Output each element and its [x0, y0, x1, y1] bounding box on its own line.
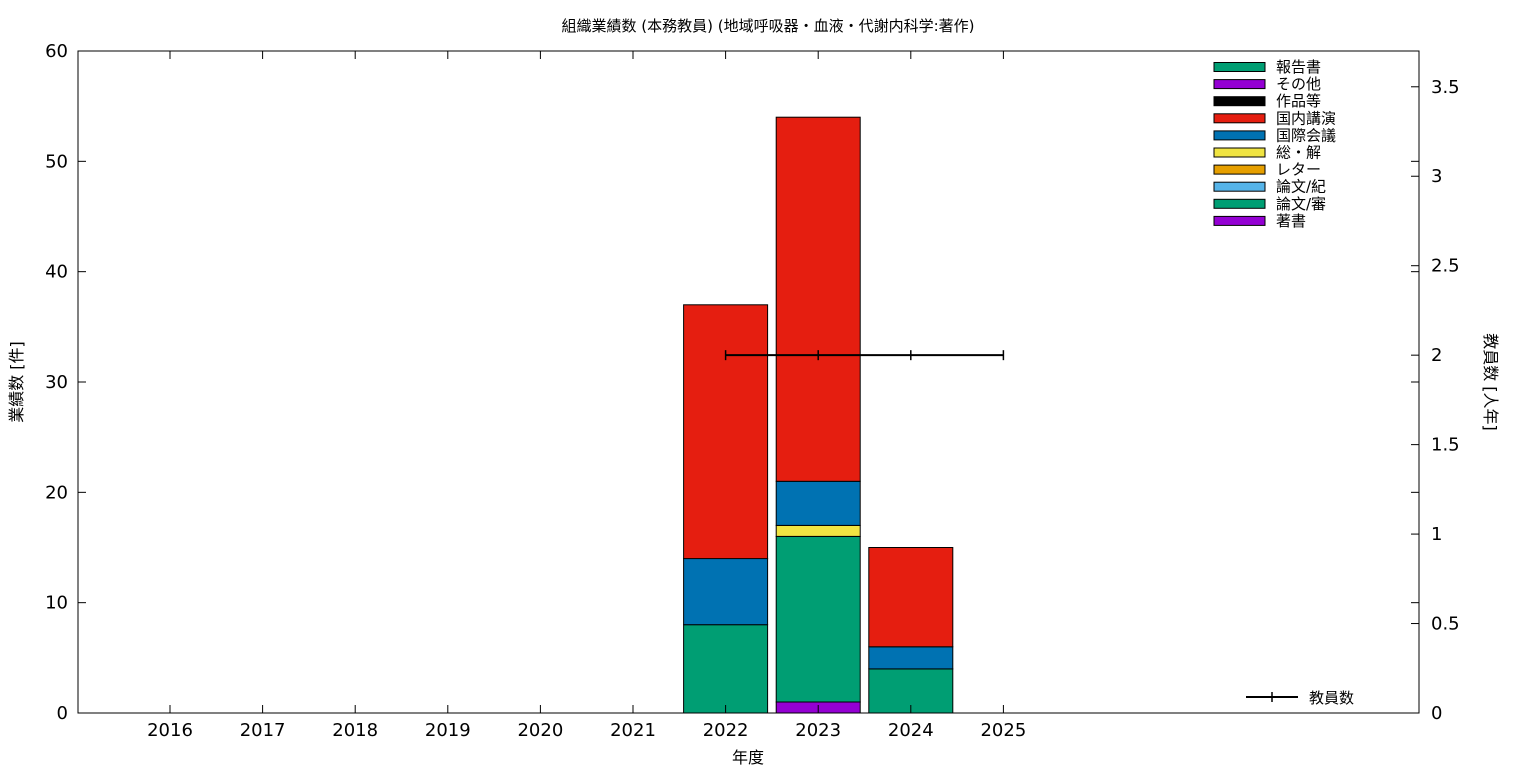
x-tick-label: 2021 — [610, 720, 656, 741]
bar-segment-2022-1 — [683, 624, 769, 714]
legend-swatch — [1213, 147, 1266, 158]
x-axis-label: 年度 — [731, 748, 764, 767]
legend-swatch — [1213, 215, 1266, 226]
y-tick-label: 50 — [45, 151, 68, 172]
x-tick-label: 2023 — [795, 720, 841, 741]
x-tick-label: 2016 — [147, 720, 193, 741]
legend-line-label: 教員数 — [1309, 689, 1354, 707]
bar-segment-2022-6 — [683, 304, 769, 560]
bar-segment-2023-5 — [775, 480, 861, 526]
x-tick-label: 2024 — [888, 720, 934, 741]
y-tick-label: 30 — [45, 372, 68, 393]
y2-tick-label: 0.5 — [1431, 614, 1460, 635]
legend-swatch — [1213, 79, 1266, 90]
y-tick-label: 0 — [57, 703, 68, 724]
legend-swatch — [1213, 96, 1266, 107]
bar-segment-2022-5 — [683, 558, 769, 626]
legend-swatch — [1213, 164, 1266, 175]
legend-swatch — [1213, 62, 1266, 72]
y2-tick-label: 3.5 — [1431, 77, 1460, 98]
legend-label: 国際会議 — [1276, 126, 1336, 144]
bar-segment-2023-1 — [775, 536, 861, 703]
y2-tick-label: 1.5 — [1431, 435, 1460, 456]
legend-label: 著書 — [1276, 212, 1306, 230]
legend-label: 作品等 — [1276, 92, 1321, 110]
x-tick-label: 2022 — [703, 720, 749, 741]
bar-segment-2023-4 — [775, 524, 861, 537]
bar-segment-2023-6 — [775, 116, 861, 482]
bar-segment-2024-5 — [868, 646, 954, 670]
chart-title: 組織業績数 (本務教員) (地域呼吸器・血液・代謝内科学:著作) — [561, 17, 975, 35]
y2-tick-label: 2 — [1431, 345, 1442, 366]
y-tick-label: 40 — [45, 262, 68, 283]
y-tick-label: 20 — [45, 482, 68, 503]
legend-label: 総・解 — [1276, 144, 1321, 162]
legend-swatch — [1213, 181, 1266, 192]
legend-swatch — [1213, 198, 1266, 209]
x-tick-label: 2020 — [517, 720, 563, 741]
legend-label: 報告書 — [1276, 58, 1321, 76]
y2-tick-label: 0 — [1431, 703, 1442, 724]
bar-segment-2024-6 — [868, 547, 954, 648]
y2-tick-label: 1 — [1431, 524, 1442, 545]
legend-label: レター — [1276, 161, 1321, 179]
x-tick-label: 2019 — [425, 720, 471, 741]
legend-swatch — [1213, 113, 1266, 124]
legend-swatch — [1213, 130, 1266, 141]
y2-tick-label: 2.5 — [1431, 256, 1460, 277]
x-tick-label: 2017 — [240, 720, 286, 741]
y-tick-label: 10 — [45, 593, 68, 614]
y-tick-label: 60 — [45, 41, 68, 62]
legend-label: 論文/紀 — [1276, 178, 1326, 196]
legend-label: その他 — [1276, 75, 1321, 93]
legend-label: 国内講演 — [1276, 109, 1336, 127]
legend-label: 論文/審 — [1276, 195, 1326, 213]
x-tick-label: 2018 — [332, 720, 378, 741]
y2-tick-label: 3 — [1431, 166, 1442, 187]
x-tick-label: 2025 — [980, 720, 1026, 741]
